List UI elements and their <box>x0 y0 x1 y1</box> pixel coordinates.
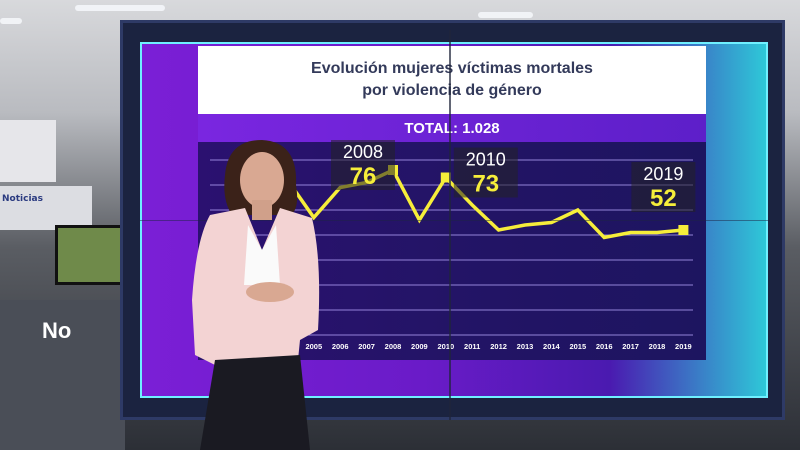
title-line-1: Evolución mujeres víctimas mortales <box>311 60 593 77</box>
annotation-box <box>631 162 696 212</box>
annotation-box <box>453 147 518 198</box>
annotation-value: 52 <box>650 185 677 212</box>
x-tick-label: 2019 <box>675 342 692 351</box>
x-tick-label: 2009 <box>411 342 428 351</box>
presenter-blouse <box>244 225 280 285</box>
x-tick-label: 2016 <box>596 342 613 351</box>
screen-seam <box>449 30 451 420</box>
presenter-trousers <box>200 355 310 450</box>
x-tick-label: 2014 <box>543 342 561 351</box>
annotation-marker <box>678 225 689 235</box>
background-monitor <box>0 120 56 182</box>
channel-logo: No <box>42 318 72 343</box>
x-tick-label: 2011 <box>464 342 480 351</box>
ceiling-light <box>0 18 22 24</box>
ceiling-light <box>75 5 165 11</box>
title-line-2: por violencia de género <box>362 82 542 99</box>
x-tick-label: 2008 <box>385 342 402 351</box>
x-tick-label: 2005 <box>305 342 322 351</box>
annotation-value: 76 <box>350 163 377 190</box>
total-label: TOTAL: 1.028 <box>198 114 706 142</box>
x-tick-label: 2015 <box>569 342 586 351</box>
x-tick-label: 2017 <box>622 342 639 351</box>
background-sign: Noticias <box>0 186 92 230</box>
x-tick-label: 2012 <box>490 342 507 351</box>
annotation-year: 2019 <box>643 164 683 184</box>
x-tick-label: 2006 <box>332 342 349 351</box>
presenter-hands <box>246 282 294 302</box>
presenter-face <box>240 152 284 208</box>
chart-title: Evolución mujeres víctimas mortales por … <box>198 46 706 114</box>
x-tick-label: 2007 <box>358 342 375 351</box>
x-tick-label: 2010 <box>437 342 454 351</box>
screen-seam <box>140 220 768 221</box>
annotation-box <box>331 140 395 190</box>
annotation-year: 2010 <box>466 150 506 170</box>
desk <box>0 300 125 450</box>
ceiling-light <box>478 12 533 18</box>
x-tick-label: 2013 <box>517 342 534 351</box>
annotation-marker <box>440 172 451 183</box>
x-tick-label: 2018 <box>649 342 666 351</box>
annotation-year: 2008 <box>343 142 383 162</box>
annotation-value: 73 <box>472 171 499 198</box>
